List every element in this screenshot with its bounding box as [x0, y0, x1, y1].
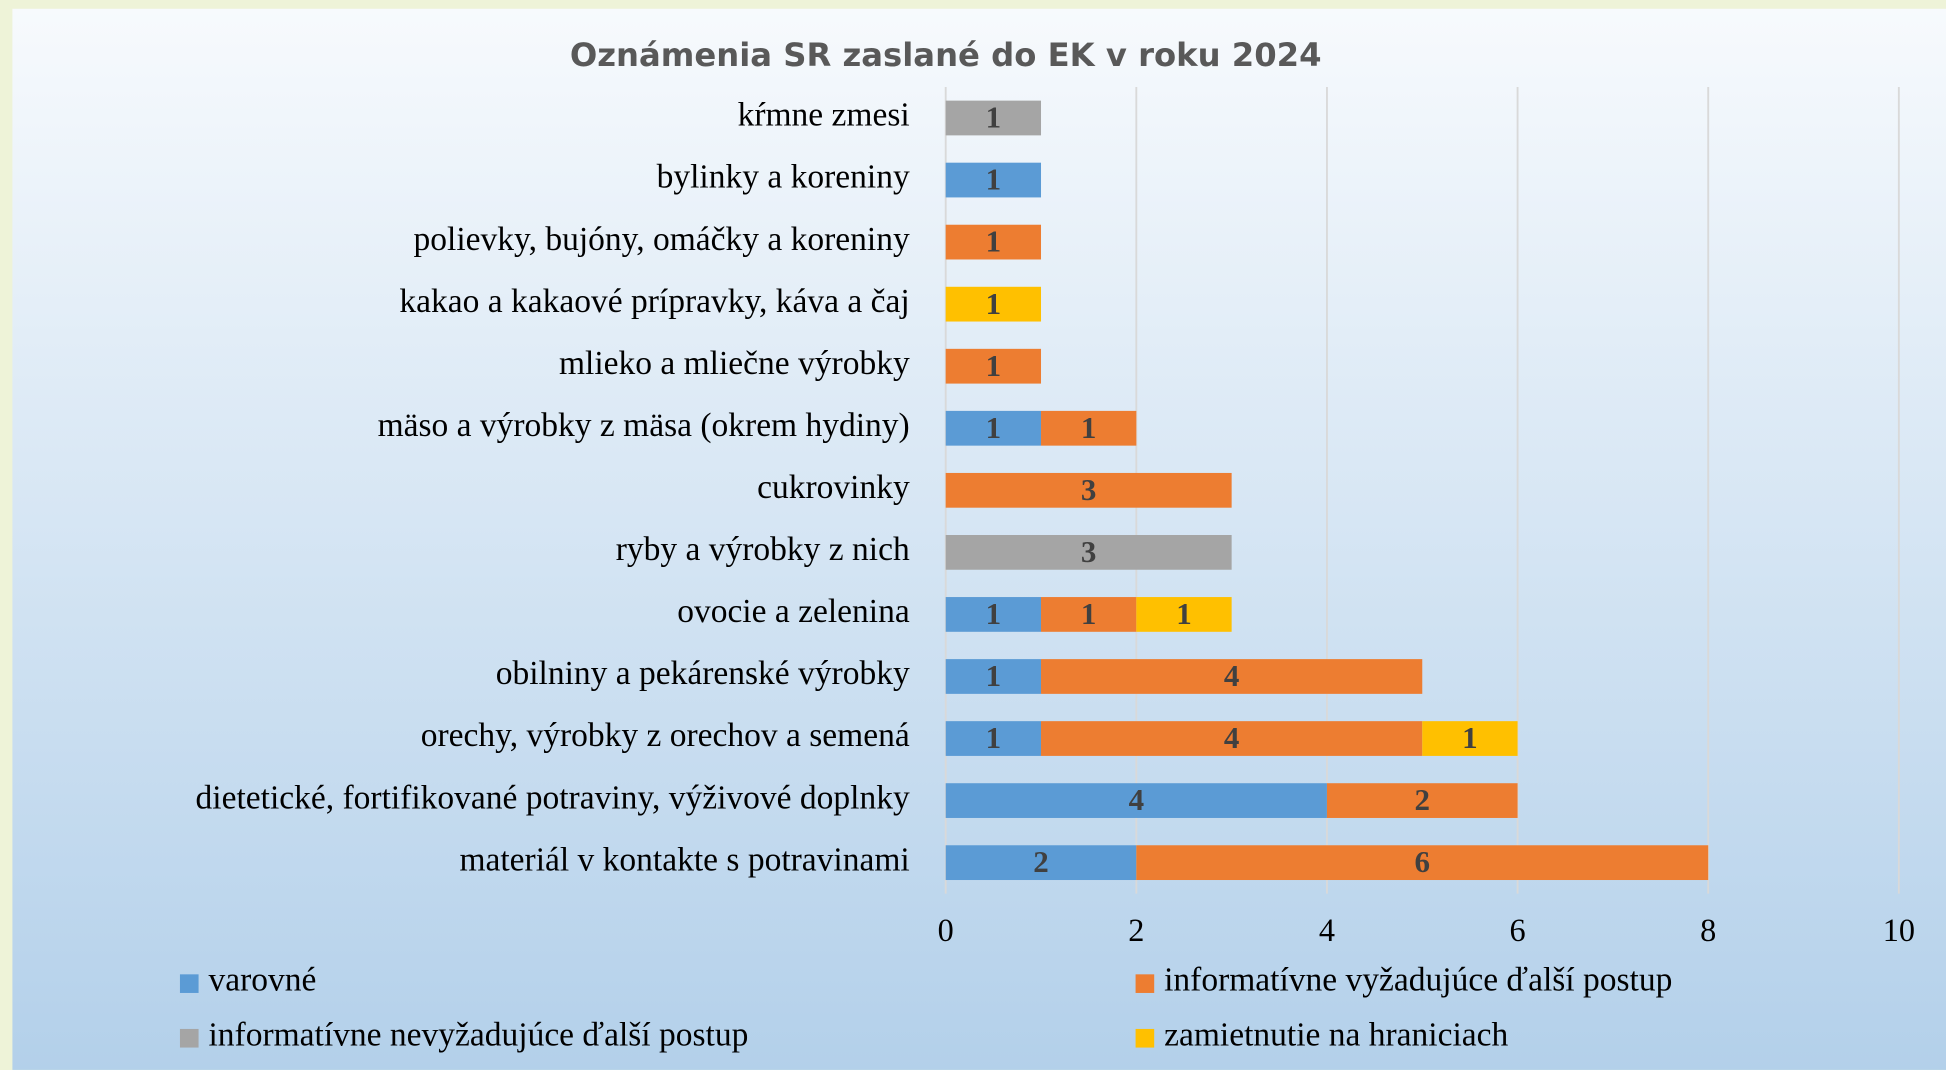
- y-tick-label: ryby a výrobky z nich: [616, 531, 910, 568]
- bar-segment: [945, 721, 1042, 756]
- y-tick-label: kŕmne zmesi: [738, 97, 910, 134]
- x-tick-label: 8: [1700, 912, 1716, 948]
- data-label: 4: [1129, 782, 1145, 817]
- data-label: 3: [1081, 534, 1097, 569]
- data-label: 1: [1081, 410, 1097, 445]
- data-label: 4: [1224, 658, 1240, 693]
- data-label: 1: [1176, 596, 1192, 631]
- y-tick-label: materiál v kontakte s potravinami: [459, 841, 909, 878]
- bar-segment: [1041, 597, 1137, 632]
- bar-segment: [1041, 410, 1137, 446]
- bar-segment: [945, 162, 1042, 198]
- x-tick-label: 0: [938, 912, 954, 948]
- data-label: 1: [986, 348, 1002, 383]
- y-tick-label: obilniny a pekárenské výrobky: [496, 655, 910, 692]
- bar-segment: [945, 286, 1042, 322]
- data-label: 4: [1224, 720, 1240, 755]
- data-label: 1: [1081, 596, 1097, 631]
- bar-segment: [945, 472, 1232, 508]
- data-label: 1: [986, 658, 1002, 693]
- y-tick-label: mäso a výrobky z mäsa (okrem hydiny): [378, 407, 910, 444]
- legend-swatch: [179, 974, 199, 993]
- y-tick-label: orechy, výrobky z orechov a semená: [421, 717, 910, 754]
- data-label: 1: [1462, 720, 1478, 755]
- x-tick-label: 4: [1319, 912, 1335, 948]
- data-label: 1: [986, 162, 1002, 197]
- data-label: 2: [1033, 844, 1049, 879]
- data-label: 1: [986, 224, 1002, 259]
- legend-label: informatívne nevyžadujúce ďalší postup: [209, 1016, 749, 1053]
- bar-segment: [945, 659, 1042, 694]
- data-label: 1: [986, 410, 1002, 445]
- data-label: 1: [986, 286, 1002, 321]
- legend-label: varovné: [209, 962, 317, 999]
- bar-segment: [1326, 783, 1518, 818]
- legend-label: zamietnutie na hraniciach: [1164, 1016, 1508, 1053]
- x-tick-label: 2: [1128, 912, 1144, 948]
- bar-segment: [945, 783, 1327, 818]
- bar-segment: [945, 845, 1137, 881]
- bar-segment: [1041, 659, 1423, 694]
- y-tick-label: cukrovinky: [757, 469, 910, 506]
- bar-segment: [945, 100, 1042, 136]
- bar-segment: [945, 224, 1042, 260]
- legend-swatch: [1135, 974, 1155, 993]
- data-label: 1: [986, 100, 1002, 135]
- legend-swatch: [1135, 1028, 1155, 1048]
- y-tick-label: bylinky a koreniny: [657, 159, 910, 196]
- y-tick-label: dietetické, fortifikované potraviny, výž…: [196, 779, 910, 816]
- y-tick-label: polievky, bujóny, omáčky a koreniny: [414, 221, 910, 258]
- y-tick-label: mlieko a mliečne výrobky: [559, 345, 910, 382]
- bar-segment: [945, 410, 1042, 446]
- data-label: 2: [1415, 782, 1431, 817]
- x-tick-label: 6: [1510, 912, 1526, 948]
- chart-title: Oznámenia SR zaslané do EK v roku 2024: [570, 36, 1322, 74]
- bar-segment: [945, 348, 1042, 384]
- bar-segment: [1136, 845, 1709, 881]
- bar-segment: [1136, 597, 1232, 632]
- legend-swatch: [179, 1028, 199, 1048]
- legend-label: informatívne vyžadujúce ďalší postup: [1164, 962, 1672, 999]
- bar-segment: [945, 535, 1232, 570]
- bar-segment: [1422, 721, 1518, 756]
- data-label: 6: [1415, 844, 1431, 879]
- y-tick-label: kakao a kakaové prípravky, káva a čaj: [399, 283, 909, 320]
- x-tick-label: 10: [1883, 912, 1915, 948]
- data-label: 1: [986, 596, 1002, 631]
- data-label: 3: [1081, 472, 1097, 507]
- data-label: 1: [986, 720, 1002, 755]
- y-tick-label: ovocie a zelenina: [677, 593, 910, 630]
- bar-segment: [1041, 721, 1423, 756]
- bar-segment: [945, 597, 1042, 632]
